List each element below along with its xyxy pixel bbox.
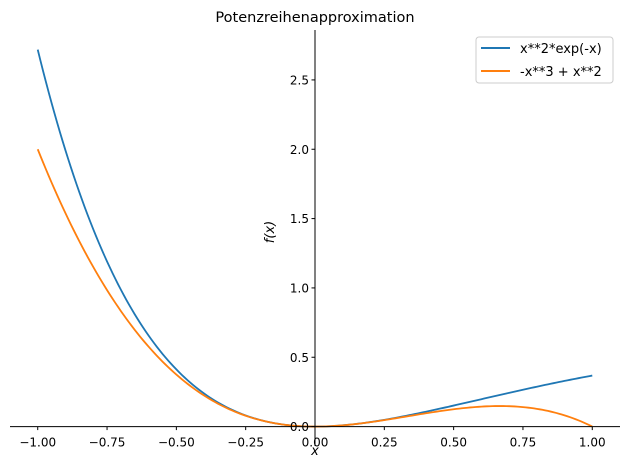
x-tick-label: 0.00: [302, 436, 329, 450]
x-axis-label: x: [310, 444, 319, 459]
chart-title: Potenzreihenapproximation: [215, 10, 414, 26]
x-tick-label: −1.00: [19, 436, 56, 450]
y-tick-label: 0.0: [290, 420, 309, 434]
y-axis-label: f(x): [263, 221, 278, 243]
x-tick-label: −0.50: [158, 436, 195, 450]
legend-box: [475, 36, 614, 84]
y-tick-label: 1.5: [290, 212, 309, 226]
legend: x**2*exp(-x) -x**3 + x**2: [475, 36, 614, 84]
y-tick-label: 2.5: [290, 73, 309, 87]
legend-label-series-1: x**2*exp(-x): [520, 42, 602, 57]
x-tick-label: 0.75: [510, 436, 537, 450]
y-tick-label: 0.5: [290, 351, 309, 365]
y-tick-label: 2.0: [290, 143, 309, 157]
x-tick-label: −0.25: [227, 436, 264, 450]
x-tick-label: 0.50: [440, 436, 467, 450]
x-tick-label: −0.75: [89, 436, 126, 450]
x-tick-label: 1.00: [579, 436, 606, 450]
x-tick-label: 0.25: [371, 436, 398, 450]
y-tick-label: 1.0: [290, 281, 309, 295]
legend-label-series-2: -x**3 + x**2: [520, 65, 602, 80]
